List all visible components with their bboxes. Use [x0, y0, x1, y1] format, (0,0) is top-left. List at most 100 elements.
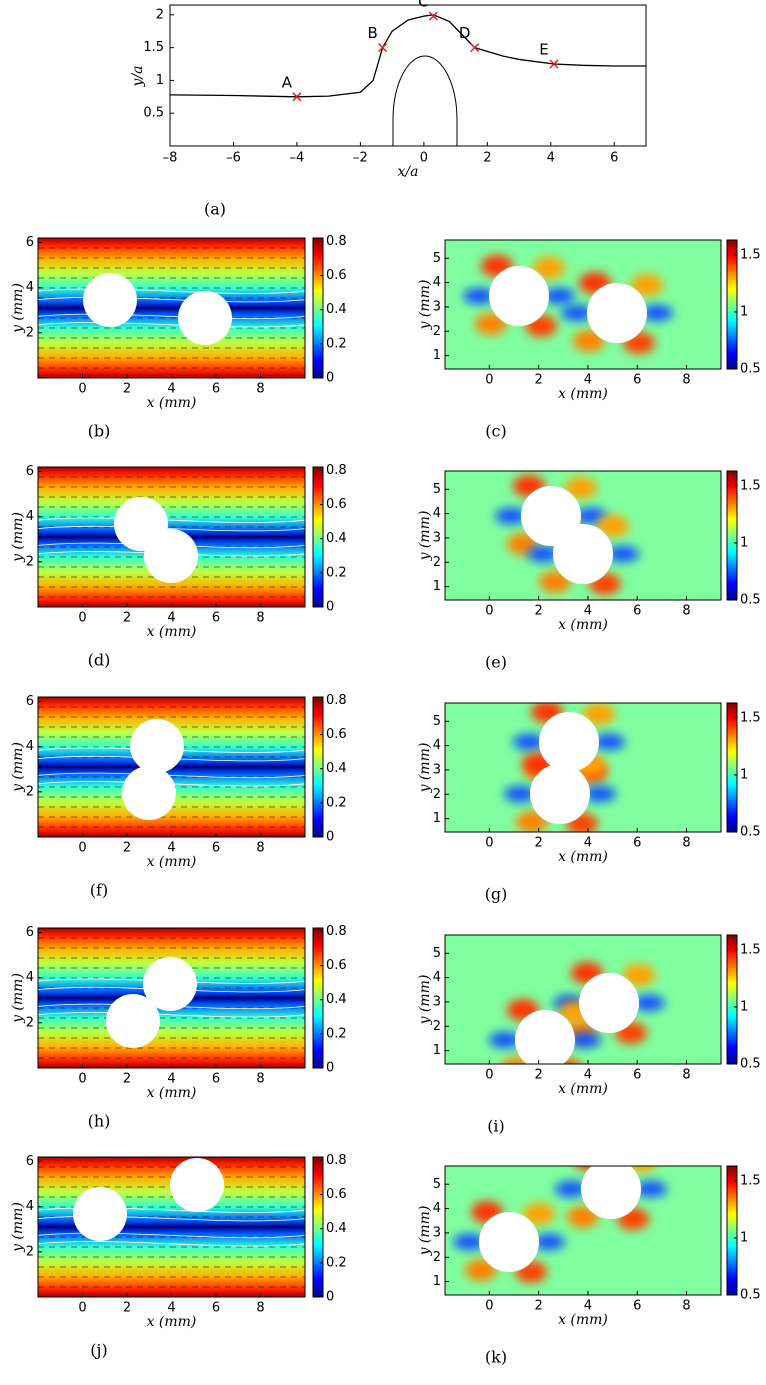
x-tick-label: 6 — [633, 1068, 641, 1083]
y-axis-label: y (mm) — [417, 1206, 433, 1257]
y-tick-label: 2 — [433, 1019, 441, 1034]
obstacle — [515, 1010, 575, 1064]
streamline — [38, 1012, 305, 1018]
y-tick-label: 5 — [433, 251, 441, 266]
x-tick-label: 8 — [256, 611, 264, 626]
y-axis-label: y (mm) — [417, 280, 433, 331]
x-tick-label: –8 — [163, 151, 178, 166]
x-tick-label: –2 — [353, 151, 368, 166]
obstacle — [106, 994, 160, 1048]
colorbar-tick-label: 0.2 — [326, 1026, 347, 1041]
y-axis-label: y (mm) — [417, 975, 433, 1026]
colorbar — [726, 1165, 738, 1296]
x-tick-label: 8 — [256, 382, 264, 397]
y-tick-label: 2 — [156, 7, 164, 22]
y-tick-label: 4 — [433, 738, 441, 753]
point-marker — [378, 43, 388, 53]
x-tick-label: 0 — [78, 382, 86, 397]
colorbar-tick-label: 1.5 — [740, 710, 761, 725]
field-map — [38, 1157, 305, 1297]
marker-cross — [428, 11, 438, 21]
streamline — [38, 517, 305, 523]
obstacle — [144, 529, 198, 583]
y-tick-label: 1.5 — [143, 40, 164, 55]
x-axis-label: x (mm) — [558, 617, 608, 633]
high-blob — [475, 313, 507, 335]
field-map — [445, 1166, 721, 1295]
axes-frame — [444, 1165, 722, 1296]
obstacle — [73, 1187, 127, 1241]
field-map — [445, 703, 721, 832]
low-blob — [533, 1234, 565, 1250]
obstacle — [587, 283, 647, 343]
y-tick-label: 1 — [433, 1043, 441, 1058]
marker-cross — [470, 43, 480, 53]
x-tick-label: 8 — [256, 1072, 264, 1087]
x-axis-label: x (mm) — [147, 854, 197, 870]
y-tick-label: 2 — [433, 1250, 441, 1265]
axes-frame — [444, 934, 722, 1065]
colorbar — [726, 239, 738, 370]
y-tick-label: 4 — [26, 739, 34, 754]
x-tick-label: –6 — [226, 151, 241, 166]
streamline — [38, 772, 305, 779]
y-tick-label: 1 — [433, 579, 441, 594]
high-blob — [565, 477, 597, 499]
x-tick-label: 2 — [483, 151, 491, 166]
colorbar-tick-label: 0.6 — [326, 497, 347, 512]
low-blob — [453, 1234, 485, 1250]
y-tick-label: 2 — [26, 1015, 34, 1030]
y-axis-label: y (mm) — [417, 743, 433, 794]
colorbar — [312, 466, 324, 608]
low-blob — [504, 786, 536, 802]
high-blob — [539, 571, 571, 593]
x-tick-label: 2 — [123, 1301, 131, 1316]
obstacle — [581, 1166, 641, 1219]
low-blob — [593, 734, 625, 750]
high-blob — [573, 330, 605, 352]
obstacle — [83, 273, 137, 327]
y-tick-label: 2 — [433, 324, 441, 339]
x-tick-label: 4 — [584, 604, 592, 619]
colorbar-tick-label: 0.8 — [326, 1153, 347, 1168]
y-tick-label: 2 — [26, 1244, 34, 1259]
point-label: B — [367, 24, 377, 42]
y-tick-label: 4 — [26, 509, 34, 524]
obstacle — [489, 266, 549, 326]
x-tick-label: 8 — [682, 1068, 690, 1083]
y-tick-label: 1 — [433, 811, 441, 826]
panel-label: (f) — [90, 881, 108, 900]
high-blob — [465, 1259, 497, 1281]
obstacle — [479, 1212, 539, 1272]
panel-label: (g) — [485, 885, 508, 904]
x-axis-label: x (mm) — [558, 1312, 608, 1328]
colorbar — [726, 702, 738, 833]
x-axis-label: x (mm) — [558, 1081, 608, 1097]
colorbar-tick-label: 0.5 — [740, 593, 761, 608]
x-tick-label: 2 — [535, 373, 543, 388]
high-blob — [523, 1203, 555, 1225]
field-map — [445, 240, 721, 369]
obstacle — [579, 973, 639, 1033]
panel-label: (c) — [485, 422, 506, 441]
y-tick-label: 5 — [433, 1177, 441, 1192]
high-blob — [567, 1206, 599, 1228]
y-tick-label: 6 — [26, 464, 34, 479]
y-tick-label: 0.5 — [143, 106, 164, 121]
colorbar-tick-label: 0.6 — [326, 727, 347, 742]
y-tick-label: 3 — [433, 299, 441, 314]
colorbar-tick-label: 0.5 — [740, 1057, 761, 1072]
colorbar-tick-label: 0.8 — [326, 463, 347, 478]
axes-frame — [169, 4, 647, 147]
colorbar-tick-label: 1.5 — [740, 478, 761, 493]
x-tick-label: 0 — [78, 1301, 86, 1316]
colorbar — [312, 927, 324, 1069]
x-axis-label: x (mm) — [147, 1314, 197, 1330]
x-tick-label: 2 — [123, 1072, 131, 1087]
x-tick-label: 8 — [256, 841, 264, 856]
panel-label: (d) — [88, 651, 111, 670]
x-tick-label: 4 — [167, 841, 175, 856]
x-tick-label: 0 — [485, 1068, 493, 1083]
y-tick-label: 2 — [433, 787, 441, 802]
x-tick-label: –4 — [290, 151, 305, 166]
